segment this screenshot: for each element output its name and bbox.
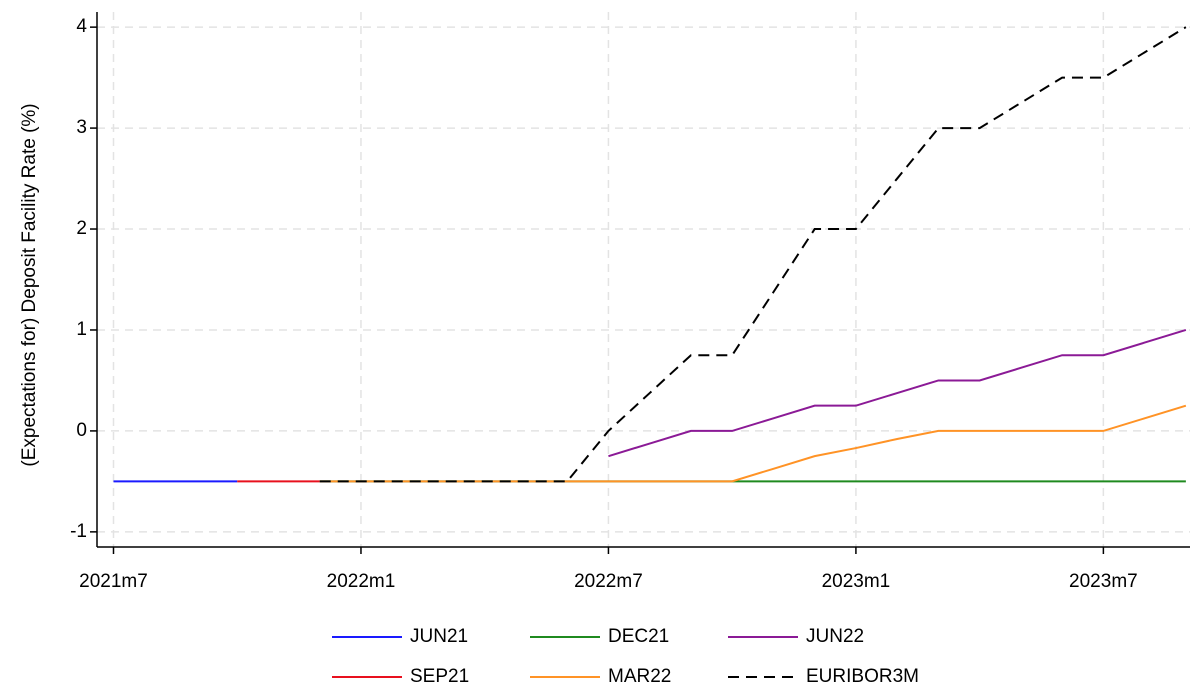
- legend-label: SEP21: [410, 666, 469, 687]
- legend-label: JUN22: [806, 626, 864, 647]
- x-tick-label: 2021m7: [79, 571, 148, 592]
- legend-label: JUN21: [410, 626, 468, 647]
- x-tick-label: 2022m7: [574, 571, 643, 592]
- x-tick-label: 2023m7: [1069, 571, 1138, 592]
- y-tick-label: 0: [76, 420, 87, 441]
- legend-label: DEC21: [608, 626, 669, 647]
- series-line: [319, 26, 1187, 483]
- y-tick-label: 2: [76, 218, 87, 239]
- legend-label: MAR22: [608, 666, 671, 687]
- x-tick-label: 2023m1: [822, 571, 891, 592]
- series-line: [319, 404, 1187, 483]
- y-tick-label: -1: [70, 521, 87, 542]
- y-tick-label: 3: [76, 117, 87, 138]
- y-axis-label: (Expectations for) Deposit Facility Rate…: [19, 103, 40, 466]
- series-line: [608, 329, 1187, 458]
- x-tick-label: 2022m1: [327, 571, 396, 592]
- legend-label: EURIBOR3M: [806, 666, 919, 687]
- y-tick-label: 1: [76, 319, 87, 340]
- y-tick-label: 4: [76, 16, 87, 37]
